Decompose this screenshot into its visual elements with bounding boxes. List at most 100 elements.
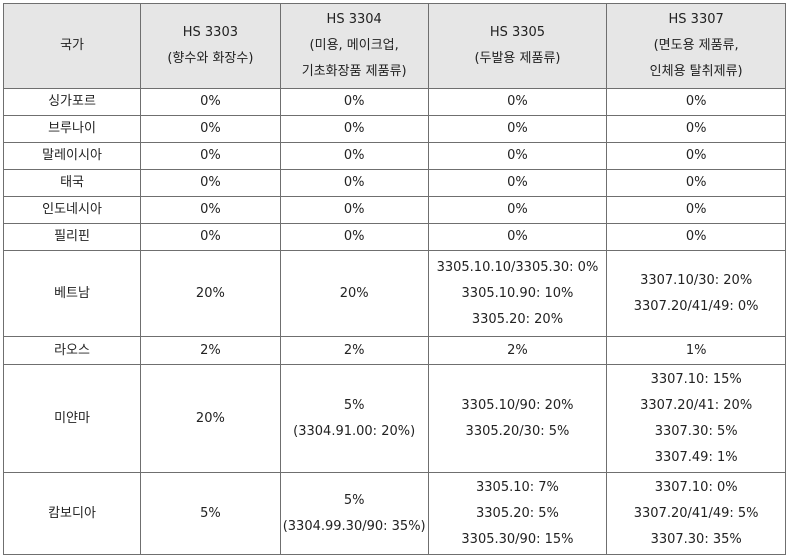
hs3307-cell: 3307.10: 0% 3307.20/41/49: 5% 3307.30: 35% xyxy=(606,472,786,555)
country-cell: 싱가포르 xyxy=(2,88,142,116)
table-body: 싱가포르 0% 0% 0% 0% 브루나이 0% 0% 0% 0% 말레이시아 0% 0% 0% 0% 태국 0… xyxy=(2,88,786,555)
country-name: 싱가포르 xyxy=(48,94,96,109)
country-name: 인도네시아 xyxy=(42,202,102,217)
rate-value: 0% xyxy=(343,202,365,217)
rate-value: 0% xyxy=(200,202,221,217)
rate-value: 0% xyxy=(343,148,365,163)
hs3305-cell: 0% xyxy=(427,88,608,116)
rate-value: 2% xyxy=(343,342,365,358)
rate-value: 0% xyxy=(343,94,365,109)
hs3305-cell: 3305.10/90: 20% 3305.20/30: 5% xyxy=(427,364,608,473)
rate-value: 3305.10.90: 10% xyxy=(461,285,574,301)
rate-value: 3305.10.10/3305.30: 0% xyxy=(436,259,599,275)
hs3304-cell: 0% xyxy=(279,196,429,224)
rate-value: 0% xyxy=(507,148,528,163)
hs3307-cell: 1% xyxy=(606,336,786,365)
rate-value: 0% xyxy=(343,175,365,190)
hs3303-cell: 0% xyxy=(140,223,281,251)
hs3307-cell: 3307.10/30: 20% 3307.20/41/49: 0% xyxy=(606,250,786,337)
hs3305-cell: 0% xyxy=(427,115,608,143)
table-row: 베트남 20% 20% 3305.10.10/3305.30: 0% 3305.10.9… xyxy=(2,250,786,337)
rate-value: (3304.91.00: 20%) xyxy=(293,423,416,439)
rate-value: 20% xyxy=(195,410,225,426)
tariff-table: 국가 HS 3303 (향수와 화장수) HS 3304 (미용, 메이크업, … xyxy=(2,3,786,555)
country-cell: 말레이시아 xyxy=(2,142,142,170)
table-row: 필리핀 0% 0% 0% 0% xyxy=(2,223,786,251)
table-row: 싱가포르 0% 0% 0% 0% xyxy=(2,88,786,116)
hs3304-cell: 0% xyxy=(279,169,429,197)
hs3307-cell: 0% xyxy=(606,169,786,197)
rate-value: 3305.20: 20% xyxy=(471,311,564,327)
rate-value: 0% xyxy=(200,121,221,136)
rate-value: 0% xyxy=(200,175,221,190)
hs3307-cell: 0% xyxy=(606,142,786,170)
header-hs3305: HS 3305 (두발용 제품류) xyxy=(427,3,608,89)
header-text: HS 3303 xyxy=(182,25,238,40)
header-hs3303: HS 3303 (향수와 화장수) xyxy=(140,3,281,89)
country-cell: 태국 xyxy=(2,169,142,197)
table-row: 캄보디아 5% 5% (3304.99.30/90: 35%) 3305.10: 7% 3… xyxy=(2,472,786,555)
hs3304-cell: 0% xyxy=(279,115,429,143)
rate-value: 3305.10: 7% xyxy=(476,479,559,495)
country-cell: 필리핀 xyxy=(2,223,142,251)
rate-value: 3305.20/30: 5% xyxy=(465,423,570,439)
country-cell: 베트남 xyxy=(2,250,142,337)
hs3304-cell: 5% (3304.91.00: 20%) xyxy=(279,364,429,473)
hs3305-cell: 3305.10.10/3305.30: 0% 3305.10.90: 10% 330… xyxy=(427,250,608,337)
header-text: (향수와 화장수) xyxy=(167,51,254,66)
rate-value: 20% xyxy=(195,285,225,301)
hs3304-cell: 20% xyxy=(279,250,429,337)
hs3307-cell: 0% xyxy=(606,88,786,116)
country-cell: 브루나이 xyxy=(2,115,142,143)
rate-value: 3307.49: 1% xyxy=(654,449,738,465)
hs3307-cell: 3307.10: 15% 3307.20/41: 20% 3307.30: 5% 33… xyxy=(606,364,786,473)
rate-value: 3307.20/41/49: 5% xyxy=(633,505,759,521)
rate-value: 0% xyxy=(507,121,528,136)
rate-value: 5% xyxy=(343,397,365,413)
rate-value: 3307.10: 0% xyxy=(654,479,738,495)
rate-value: 0% xyxy=(685,229,707,244)
rate-value: 0% xyxy=(685,202,707,217)
hs3303-cell: 20% xyxy=(140,250,281,337)
rate-value: 0% xyxy=(507,202,528,217)
rate-value: 0% xyxy=(343,229,365,244)
rate-value: 0% xyxy=(200,94,221,109)
country-cell: 라오스 xyxy=(2,336,142,365)
rate-value: 3307.20/41: 20% xyxy=(640,397,753,413)
rate-value: 0% xyxy=(507,229,528,244)
rate-value: (3304.99.30/90: 35%) xyxy=(282,518,426,534)
country-name: 베트남 xyxy=(54,285,90,301)
header-text: 기초화장품 제품류) xyxy=(301,64,407,79)
rate-value: 1% xyxy=(685,342,707,358)
rate-value: 3305.10/90: 20% xyxy=(461,397,574,413)
hs3303-cell: 0% xyxy=(140,142,281,170)
table-row: 말레이시아 0% 0% 0% 0% xyxy=(2,142,786,170)
hs3304-cell: 0% xyxy=(279,223,429,251)
rate-value: 5% xyxy=(200,505,221,521)
hs3304-cell: 0% xyxy=(279,142,429,170)
rate-value: 0% xyxy=(200,148,221,163)
header-row: 국가 HS 3303 (향수와 화장수) HS 3304 (미용, 메이크업, … xyxy=(2,3,786,89)
hs3303-cell: 5% xyxy=(140,472,281,555)
rate-value: 2% xyxy=(507,342,528,358)
hs3305-cell: 0% xyxy=(427,169,608,197)
table-row: 브루나이 0% 0% 0% 0% xyxy=(2,115,786,143)
rate-value: 0% xyxy=(685,175,707,190)
rate-value: 3305.20: 5% xyxy=(476,505,559,521)
country-name: 필리핀 xyxy=(54,229,90,244)
country-cell: 캄보디아 xyxy=(2,472,142,555)
rate-value: 3305.30/90: 15% xyxy=(461,531,574,547)
country-name: 미얀마 xyxy=(54,410,90,426)
header-hs3307: HS 3307 (면도용 제품류, 인체용 탈취제류) xyxy=(606,3,786,89)
country-name: 라오스 xyxy=(54,342,90,358)
country-name: 태국 xyxy=(60,175,84,190)
hs3305-cell: 0% xyxy=(427,223,608,251)
rate-value: 3307.30: 5% xyxy=(654,423,738,439)
country-name: 캄보디아 xyxy=(48,505,96,521)
hs3305-cell: 0% xyxy=(427,196,608,224)
hs3303-cell: 20% xyxy=(140,364,281,473)
country-name: 브루나이 xyxy=(48,121,96,136)
rate-value: 0% xyxy=(200,229,221,244)
header-text: (미용, 메이크업, xyxy=(309,38,399,53)
rate-value: 20% xyxy=(339,285,369,301)
